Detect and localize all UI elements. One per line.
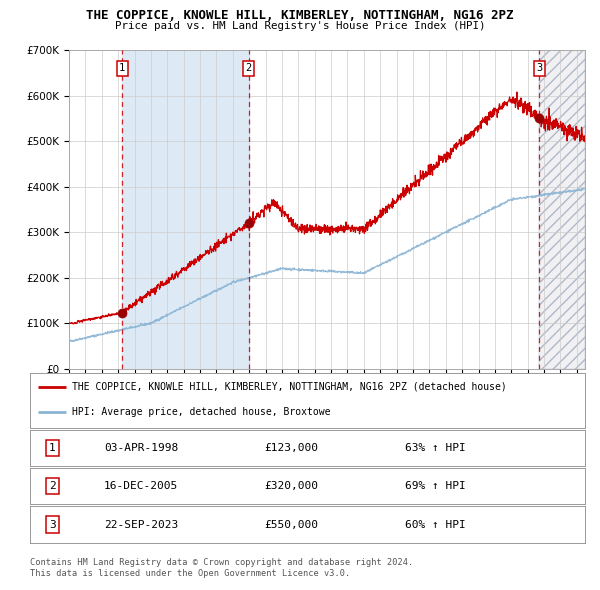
Text: 3: 3 [536,63,542,73]
Text: THE COPPICE, KNOWLE HILL, KIMBERLEY, NOTTINGHAM, NG16 2PZ: THE COPPICE, KNOWLE HILL, KIMBERLEY, NOT… [86,9,514,22]
Text: 63% ↑ HPI: 63% ↑ HPI [405,443,466,453]
Text: 03-APR-1998: 03-APR-1998 [104,443,178,453]
Text: Price paid vs. HM Land Registry's House Price Index (HPI): Price paid vs. HM Land Registry's House … [115,21,485,31]
Text: £320,000: £320,000 [264,481,318,491]
Text: 2: 2 [49,481,56,491]
Text: 3: 3 [49,520,56,529]
Text: 2: 2 [245,63,251,73]
Text: 1: 1 [119,63,125,73]
Bar [539,50,585,369]
Text: £550,000: £550,000 [264,520,318,529]
Text: This data is licensed under the Open Government Licence v3.0.: This data is licensed under the Open Gov… [30,569,350,578]
Text: 69% ↑ HPI: 69% ↑ HPI [405,481,466,491]
Text: 60% ↑ HPI: 60% ↑ HPI [405,520,466,529]
Bar [122,50,248,369]
Text: 16-DEC-2005: 16-DEC-2005 [104,481,178,491]
Text: £123,000: £123,000 [264,443,318,453]
Text: 1: 1 [49,443,56,453]
Text: THE COPPICE, KNOWLE HILL, KIMBERLEY, NOTTINGHAM, NG16 2PZ (detached house): THE COPPICE, KNOWLE HILL, KIMBERLEY, NOT… [71,382,506,392]
Text: Contains HM Land Registry data © Crown copyright and database right 2024.: Contains HM Land Registry data © Crown c… [30,558,413,567]
Bar [539,50,585,369]
Text: 22-SEP-2023: 22-SEP-2023 [104,520,178,529]
Text: HPI: Average price, detached house, Broxtowe: HPI: Average price, detached house, Brox… [71,407,330,417]
